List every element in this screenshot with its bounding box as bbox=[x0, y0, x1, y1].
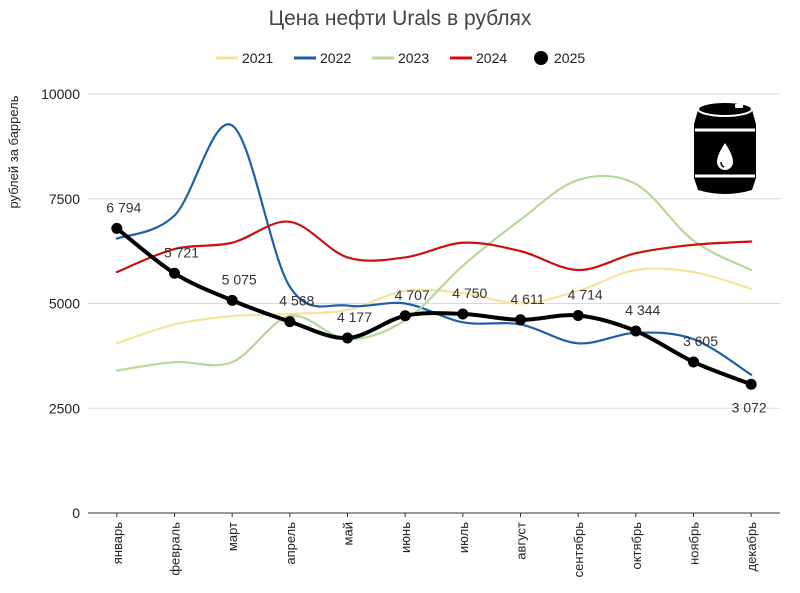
data-label: 4 344 bbox=[625, 302, 660, 318]
legend-label-2025: 2025 bbox=[554, 50, 585, 66]
data-label: 4 750 bbox=[452, 285, 487, 301]
y-tick-label: 0 bbox=[72, 505, 80, 521]
point-2025 bbox=[745, 378, 757, 390]
data-label: 4 568 bbox=[279, 293, 314, 309]
chart-title: Цена нефти Urals в рублях bbox=[269, 7, 532, 30]
point-2025 bbox=[688, 356, 699, 368]
legend-marker-2025 bbox=[534, 51, 548, 65]
x-tick-label: февраль bbox=[168, 522, 183, 576]
y-axis-label: рублей за баррель bbox=[6, 95, 21, 208]
x-tick-label: июнь bbox=[398, 522, 413, 553]
oil-barrel-icon bbox=[694, 101, 756, 194]
data-label: 4 714 bbox=[568, 286, 603, 302]
series-lines bbox=[114, 123, 754, 387]
legend-label-2021: 2021 bbox=[242, 50, 273, 66]
point-2025 bbox=[111, 222, 123, 234]
data-label: 3 605 bbox=[683, 333, 718, 349]
series-line-2021 bbox=[115, 267, 753, 345]
x-tick-label: март bbox=[225, 522, 240, 551]
x-tick-label: октябрь bbox=[629, 522, 644, 570]
series-line-2025 bbox=[114, 226, 754, 387]
data-label: 4 707 bbox=[395, 287, 430, 303]
series-line-2024 bbox=[115, 220, 753, 274]
x-tick-label: декабрь bbox=[744, 522, 759, 572]
y-tick-label: 7500 bbox=[49, 191, 80, 207]
x-tick-label: ноябрь bbox=[687, 522, 702, 565]
x-tick-label: май bbox=[341, 522, 356, 545]
y-tick-label: 10000 bbox=[41, 86, 80, 102]
legend-label-2022: 2022 bbox=[320, 50, 351, 66]
point-2025 bbox=[169, 267, 180, 279]
point-2025 bbox=[226, 294, 238, 306]
x-tick-label: август bbox=[514, 522, 529, 560]
point-2025 bbox=[457, 308, 469, 320]
data-label: 6 794 bbox=[106, 199, 141, 215]
point-2025 bbox=[515, 314, 526, 326]
grid bbox=[88, 93, 780, 514]
legend-label-2023: 2023 bbox=[398, 50, 429, 66]
x-tick-label: апрель bbox=[283, 522, 298, 565]
x-tick-label: январь bbox=[110, 522, 125, 564]
data-labels: 6 794 5 721 5 075 4 568 4 177 4 707 4 750 4 611… bbox=[106, 199, 767, 415]
data-label: 5 721 bbox=[164, 244, 199, 260]
point-2025 bbox=[572, 309, 584, 321]
data-label: 5 075 bbox=[222, 271, 257, 287]
data-label: 3 072 bbox=[732, 399, 767, 415]
x-tick-label: сентябрь bbox=[571, 522, 586, 578]
x-ticks: январь февраль март апрель май июнь июль август… bbox=[110, 513, 759, 577]
x-tick-label: июль bbox=[456, 522, 471, 553]
point-2025 bbox=[284, 316, 296, 328]
point-2025 bbox=[630, 325, 642, 337]
point-2025 bbox=[399, 310, 411, 322]
legend: 2021 2022 2023 2024 2025 bbox=[216, 50, 585, 66]
series-markers bbox=[111, 222, 757, 390]
legend-label-2024: 2024 bbox=[476, 50, 507, 66]
data-label: 4 611 bbox=[511, 291, 545, 307]
series-line-2023 bbox=[115, 174, 753, 372]
data-label: 4 177 bbox=[337, 309, 372, 325]
y-tick-label: 5000 bbox=[49, 296, 80, 312]
y-ticks: 0 2500 5000 7500 10000 bbox=[41, 86, 80, 521]
point-2025 bbox=[342, 332, 353, 344]
y-tick-label: 2500 bbox=[49, 400, 80, 416]
